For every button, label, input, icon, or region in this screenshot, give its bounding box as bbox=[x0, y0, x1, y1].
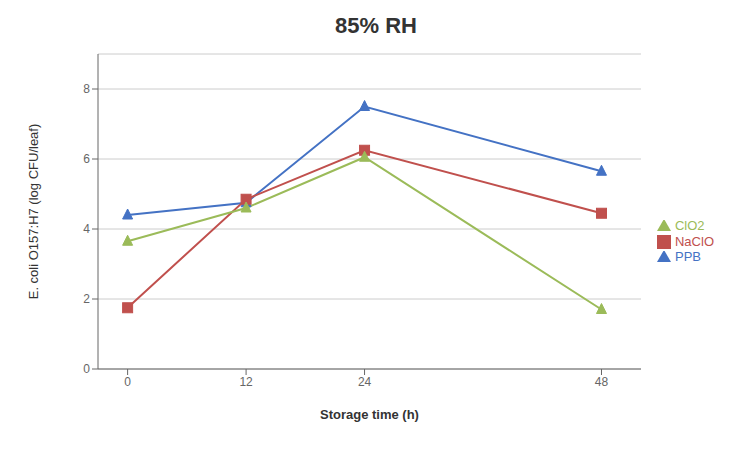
svg-text:6: 6 bbox=[83, 152, 90, 166]
html-text:85% RH: 85% RH bbox=[335, 13, 417, 38]
svg-text:48: 48 bbox=[595, 375, 609, 389]
svg-text:0: 0 bbox=[83, 362, 90, 376]
svg-text:24: 24 bbox=[358, 375, 372, 389]
html-text:ClO2: ClO2 bbox=[675, 218, 705, 234]
svg-text:12: 12 bbox=[239, 375, 253, 389]
svg-text:Storage time (h): Storage time (h) bbox=[320, 407, 419, 422]
html-text:PPB: PPB bbox=[675, 249, 701, 265]
svg-text:8: 8 bbox=[83, 82, 90, 96]
html-text:NaClO: NaClO bbox=[675, 233, 714, 249]
svg-text:2: 2 bbox=[83, 292, 90, 306]
svg-text:4: 4 bbox=[83, 222, 90, 236]
svg-text:E. coli O157:H7 (log CFU/leaf): E. coli O157:H7 (log CFU/leaf) bbox=[26, 124, 41, 300]
svg-text:0: 0 bbox=[124, 375, 131, 389]
